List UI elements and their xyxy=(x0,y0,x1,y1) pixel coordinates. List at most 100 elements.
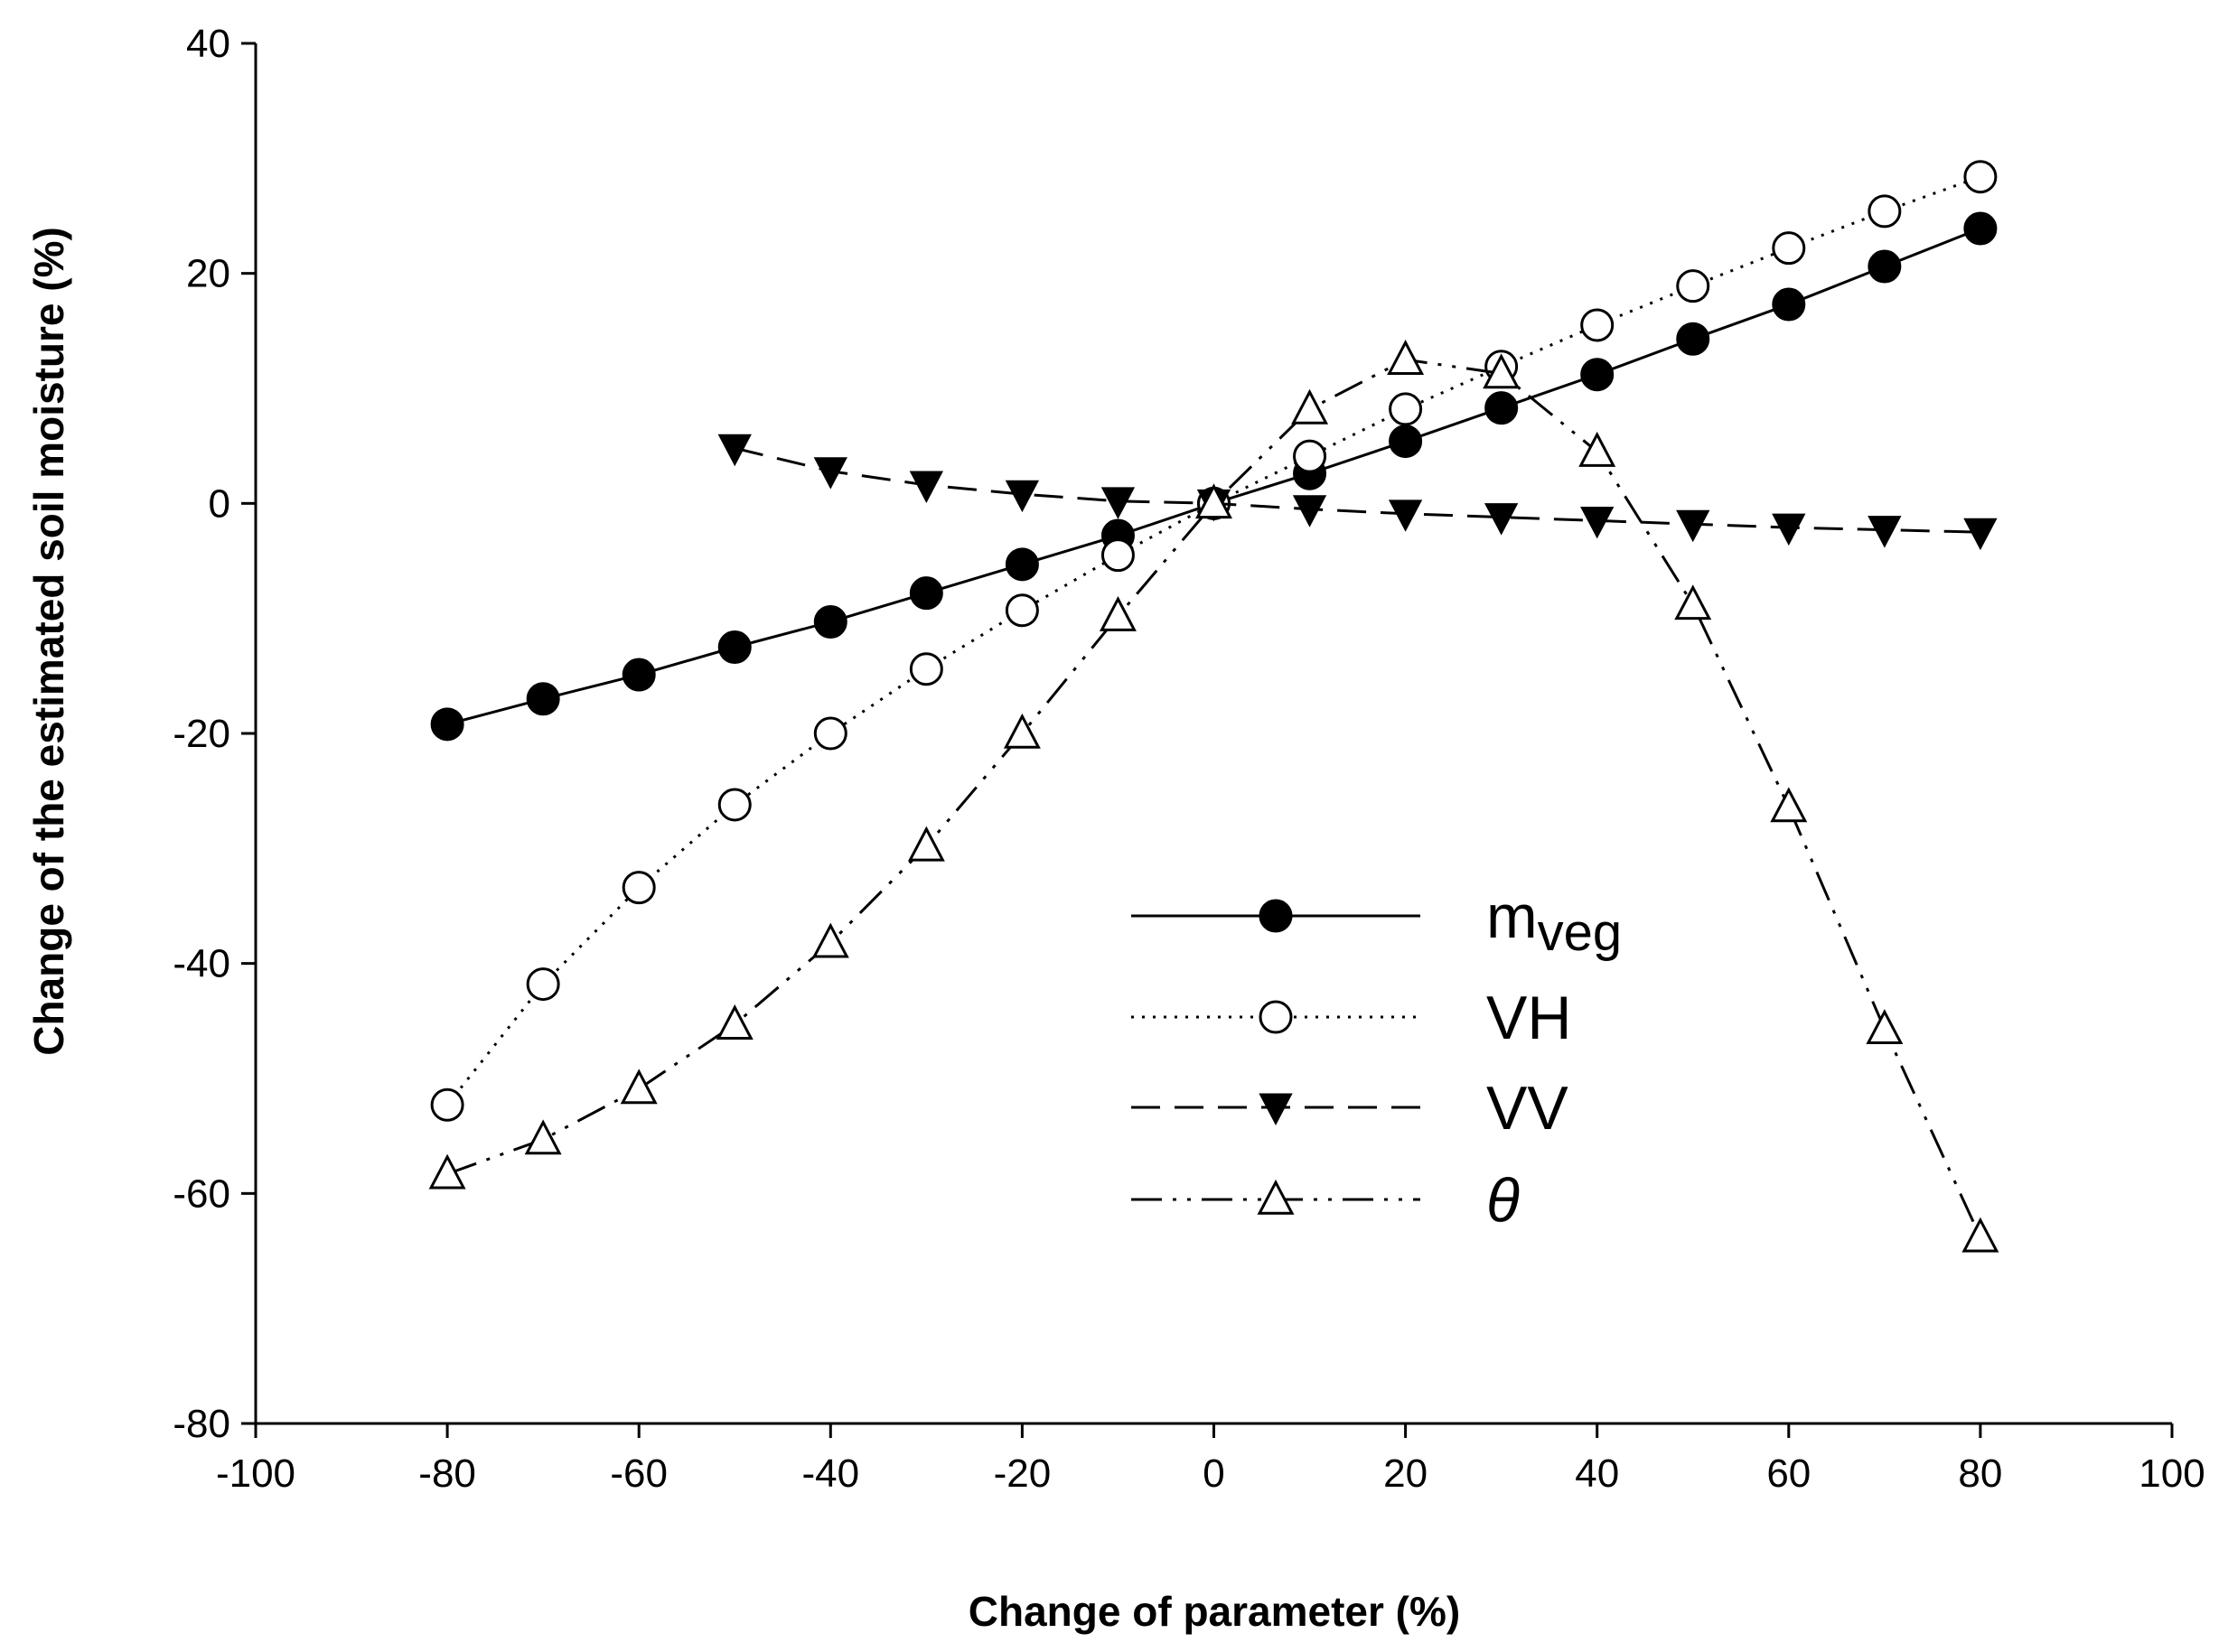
data-point xyxy=(813,604,847,639)
data-point xyxy=(526,682,560,716)
legend-label: mveg xyxy=(1486,882,1622,962)
x-tick-label: 60 xyxy=(1766,1451,1811,1496)
data-point xyxy=(1387,340,1425,375)
data-point xyxy=(1868,516,1902,548)
data-point xyxy=(1005,480,1040,513)
data-point xyxy=(1100,487,1136,519)
data-point xyxy=(1963,160,1998,194)
x-axis-title: Change of parameter (%) xyxy=(969,1588,1460,1635)
series-line xyxy=(734,446,1980,534)
data-point xyxy=(622,658,656,692)
legend-label: VV xyxy=(1486,1074,1568,1143)
data-point xyxy=(813,457,847,490)
data-point xyxy=(907,826,945,862)
x-tick-label: -100 xyxy=(216,1451,295,1496)
data-point xyxy=(813,716,847,751)
x-tick-label: 0 xyxy=(1203,1451,1224,1496)
data-point xyxy=(1868,249,1902,284)
x-tick-label: -60 xyxy=(610,1451,668,1496)
x-tick-label: 40 xyxy=(1575,1451,1619,1496)
data-point xyxy=(1293,439,1327,473)
data-point xyxy=(526,967,560,1002)
data-point xyxy=(1388,499,1423,532)
x-tick-label: 100 xyxy=(2139,1451,2205,1496)
data-point xyxy=(811,922,849,958)
data-point xyxy=(1963,518,1998,551)
y-tick-label: -60 xyxy=(173,1171,230,1216)
data-point xyxy=(909,652,943,686)
data-point xyxy=(622,871,656,905)
legend-marker xyxy=(1259,1000,1293,1034)
data-point xyxy=(1963,211,1998,246)
data-point xyxy=(1580,358,1615,392)
series-1 xyxy=(430,211,1998,742)
data-point xyxy=(1292,495,1327,527)
data-point xyxy=(1772,231,1806,266)
data-point xyxy=(1291,388,1329,425)
data-point xyxy=(1484,391,1519,425)
legend-item: mveg xyxy=(1131,882,1622,962)
y-tick-label: 40 xyxy=(186,22,230,66)
data-point xyxy=(717,630,752,664)
data-point xyxy=(909,471,944,503)
y-tick-label: 20 xyxy=(186,252,230,296)
data-point xyxy=(1005,547,1039,582)
y-tick-label: 0 xyxy=(209,481,230,526)
legend-item: θ xyxy=(1131,1166,1520,1235)
axes-layer: -100 -80 -60 -40 -20 0 20 40 60 80 100 -80 -60 -40 -20… xyxy=(173,22,2205,1496)
y-axis-title: Change of the estimated soil moisture (%… xyxy=(25,227,72,1056)
x-tick-label: 80 xyxy=(1958,1451,2002,1496)
data-point xyxy=(1676,322,1710,356)
data-point xyxy=(1483,353,1521,389)
data-point xyxy=(909,576,943,611)
data-point xyxy=(1099,595,1137,631)
data-point xyxy=(717,434,752,467)
series-3 xyxy=(717,434,1998,551)
legend-marker xyxy=(1257,1179,1295,1215)
data-point xyxy=(1003,713,1041,749)
data-point xyxy=(1100,538,1135,573)
x-tick-label: -40 xyxy=(802,1451,860,1496)
series-layer xyxy=(428,160,1999,1253)
legend-marker xyxy=(1259,899,1293,933)
x-tick-label: -20 xyxy=(994,1451,1052,1496)
data-point xyxy=(1676,509,1710,543)
x-tick-label: 20 xyxy=(1383,1451,1428,1496)
series-4 xyxy=(428,340,1999,1253)
data-point xyxy=(430,707,464,742)
data-point xyxy=(717,788,752,822)
data-point xyxy=(1580,506,1615,539)
data-point xyxy=(1770,787,1808,823)
x-tick-label: -80 xyxy=(418,1451,476,1496)
data-point xyxy=(1580,308,1615,342)
y-tick-label: -80 xyxy=(173,1402,230,1446)
data-point xyxy=(1772,287,1806,322)
legend-marker xyxy=(1259,1093,1293,1125)
legend-item: VH xyxy=(1131,984,1571,1052)
legend-label: VH xyxy=(1486,984,1571,1052)
data-point xyxy=(1676,269,1710,303)
data-point xyxy=(1772,513,1806,546)
data-point xyxy=(1674,584,1712,621)
data-point xyxy=(1389,392,1423,426)
data-point xyxy=(620,1069,658,1105)
data-point xyxy=(430,1087,464,1122)
data-point xyxy=(1005,593,1039,628)
data-point xyxy=(1195,483,1232,519)
y-tick-label: -40 xyxy=(173,942,230,986)
data-point xyxy=(524,1119,562,1155)
data-point xyxy=(1866,1009,1904,1045)
legend-item: VV xyxy=(1131,1074,1568,1143)
legend: mveg VH VV θ xyxy=(1131,882,1622,1235)
data-point xyxy=(1578,431,1616,467)
data-point xyxy=(1961,1217,1999,1253)
data-point xyxy=(1484,503,1519,536)
series-line xyxy=(446,358,1982,1238)
data-point xyxy=(716,1004,754,1040)
data-point xyxy=(428,1153,466,1190)
legend-label: θ xyxy=(1486,1166,1520,1235)
data-point xyxy=(1389,425,1423,459)
data-point xyxy=(1868,194,1902,229)
